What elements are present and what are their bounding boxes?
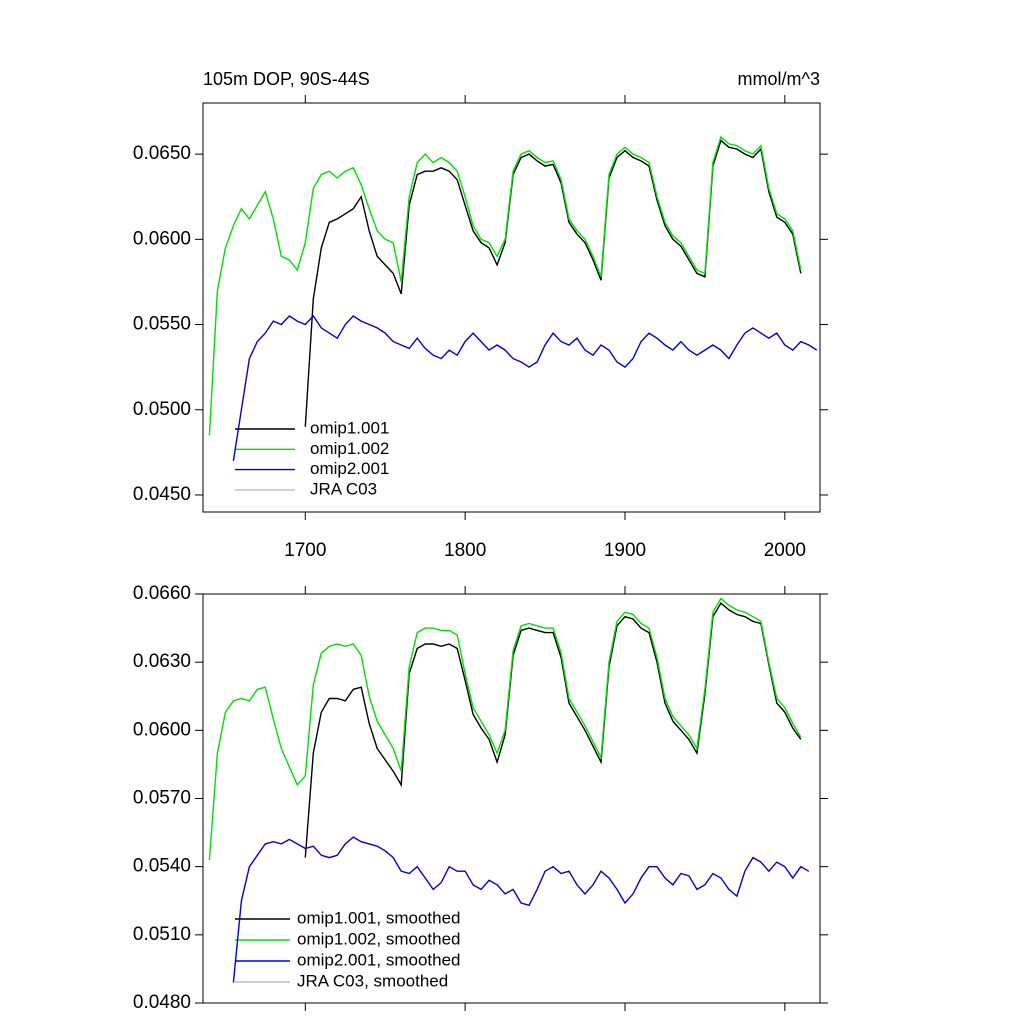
plot-frame <box>202 102 821 513</box>
legend-label: omip2.001, smoothed <box>297 950 461 969</box>
y-tick-label: 0.0660 <box>133 583 191 604</box>
x-tick-label: 1700 <box>284 540 326 561</box>
x-tick-label: 1800 <box>444 540 486 561</box>
y-tick-label: 0.0480 <box>133 992 191 1013</box>
y-tick-label: 0.0510 <box>133 924 191 945</box>
legend-label: JRA C03, smoothed <box>297 971 448 990</box>
units-label: mmol/m^3 <box>738 69 820 89</box>
series-line <box>304 602 802 858</box>
legend-label: omip2.001 <box>310 459 389 478</box>
legend-label: omip1.001, smoothed <box>297 908 461 927</box>
y-tick-label: 0.0600 <box>133 228 191 249</box>
y-tick-label: 0.0630 <box>133 651 191 672</box>
y-tick-label: 0.0650 <box>133 143 191 164</box>
x-tick-label: 2000 <box>764 540 806 561</box>
x-tick-label: 1900 <box>604 540 646 561</box>
legend-label: JRA C03 <box>310 479 377 498</box>
chart-title: 105m DOP, 90S-44S <box>203 69 370 89</box>
y-tick-label: 0.0540 <box>133 856 191 877</box>
y-tick-label: 0.0450 <box>133 484 191 505</box>
legend-label: omip1.001 <box>310 418 389 437</box>
plot-frame <box>202 593 821 1004</box>
y-tick-label: 0.0550 <box>133 314 191 335</box>
y-tick-label: 0.0500 <box>133 399 191 420</box>
y-tick-label: 0.0600 <box>133 719 191 740</box>
series-line <box>304 139 802 427</box>
series-line <box>232 314 818 462</box>
legend-label: omip1.002, smoothed <box>297 929 461 948</box>
legend-label: omip1.002 <box>310 439 389 458</box>
series-line <box>232 836 810 983</box>
y-tick-label: 0.0570 <box>133 788 191 809</box>
series-line <box>208 135 802 436</box>
series-line <box>208 597 802 860</box>
